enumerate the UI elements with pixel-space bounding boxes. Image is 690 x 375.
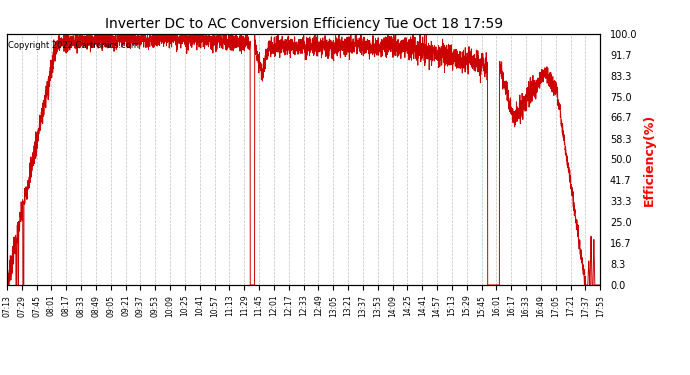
Text: Copyright 2022 Cartronics.com: Copyright 2022 Cartronics.com	[8, 41, 139, 50]
Y-axis label: Efficiency(%): Efficiency(%)	[643, 113, 656, 206]
Title: Inverter DC to AC Conversion Efficiency Tue Oct 18 17:59: Inverter DC to AC Conversion Efficiency …	[105, 17, 502, 31]
